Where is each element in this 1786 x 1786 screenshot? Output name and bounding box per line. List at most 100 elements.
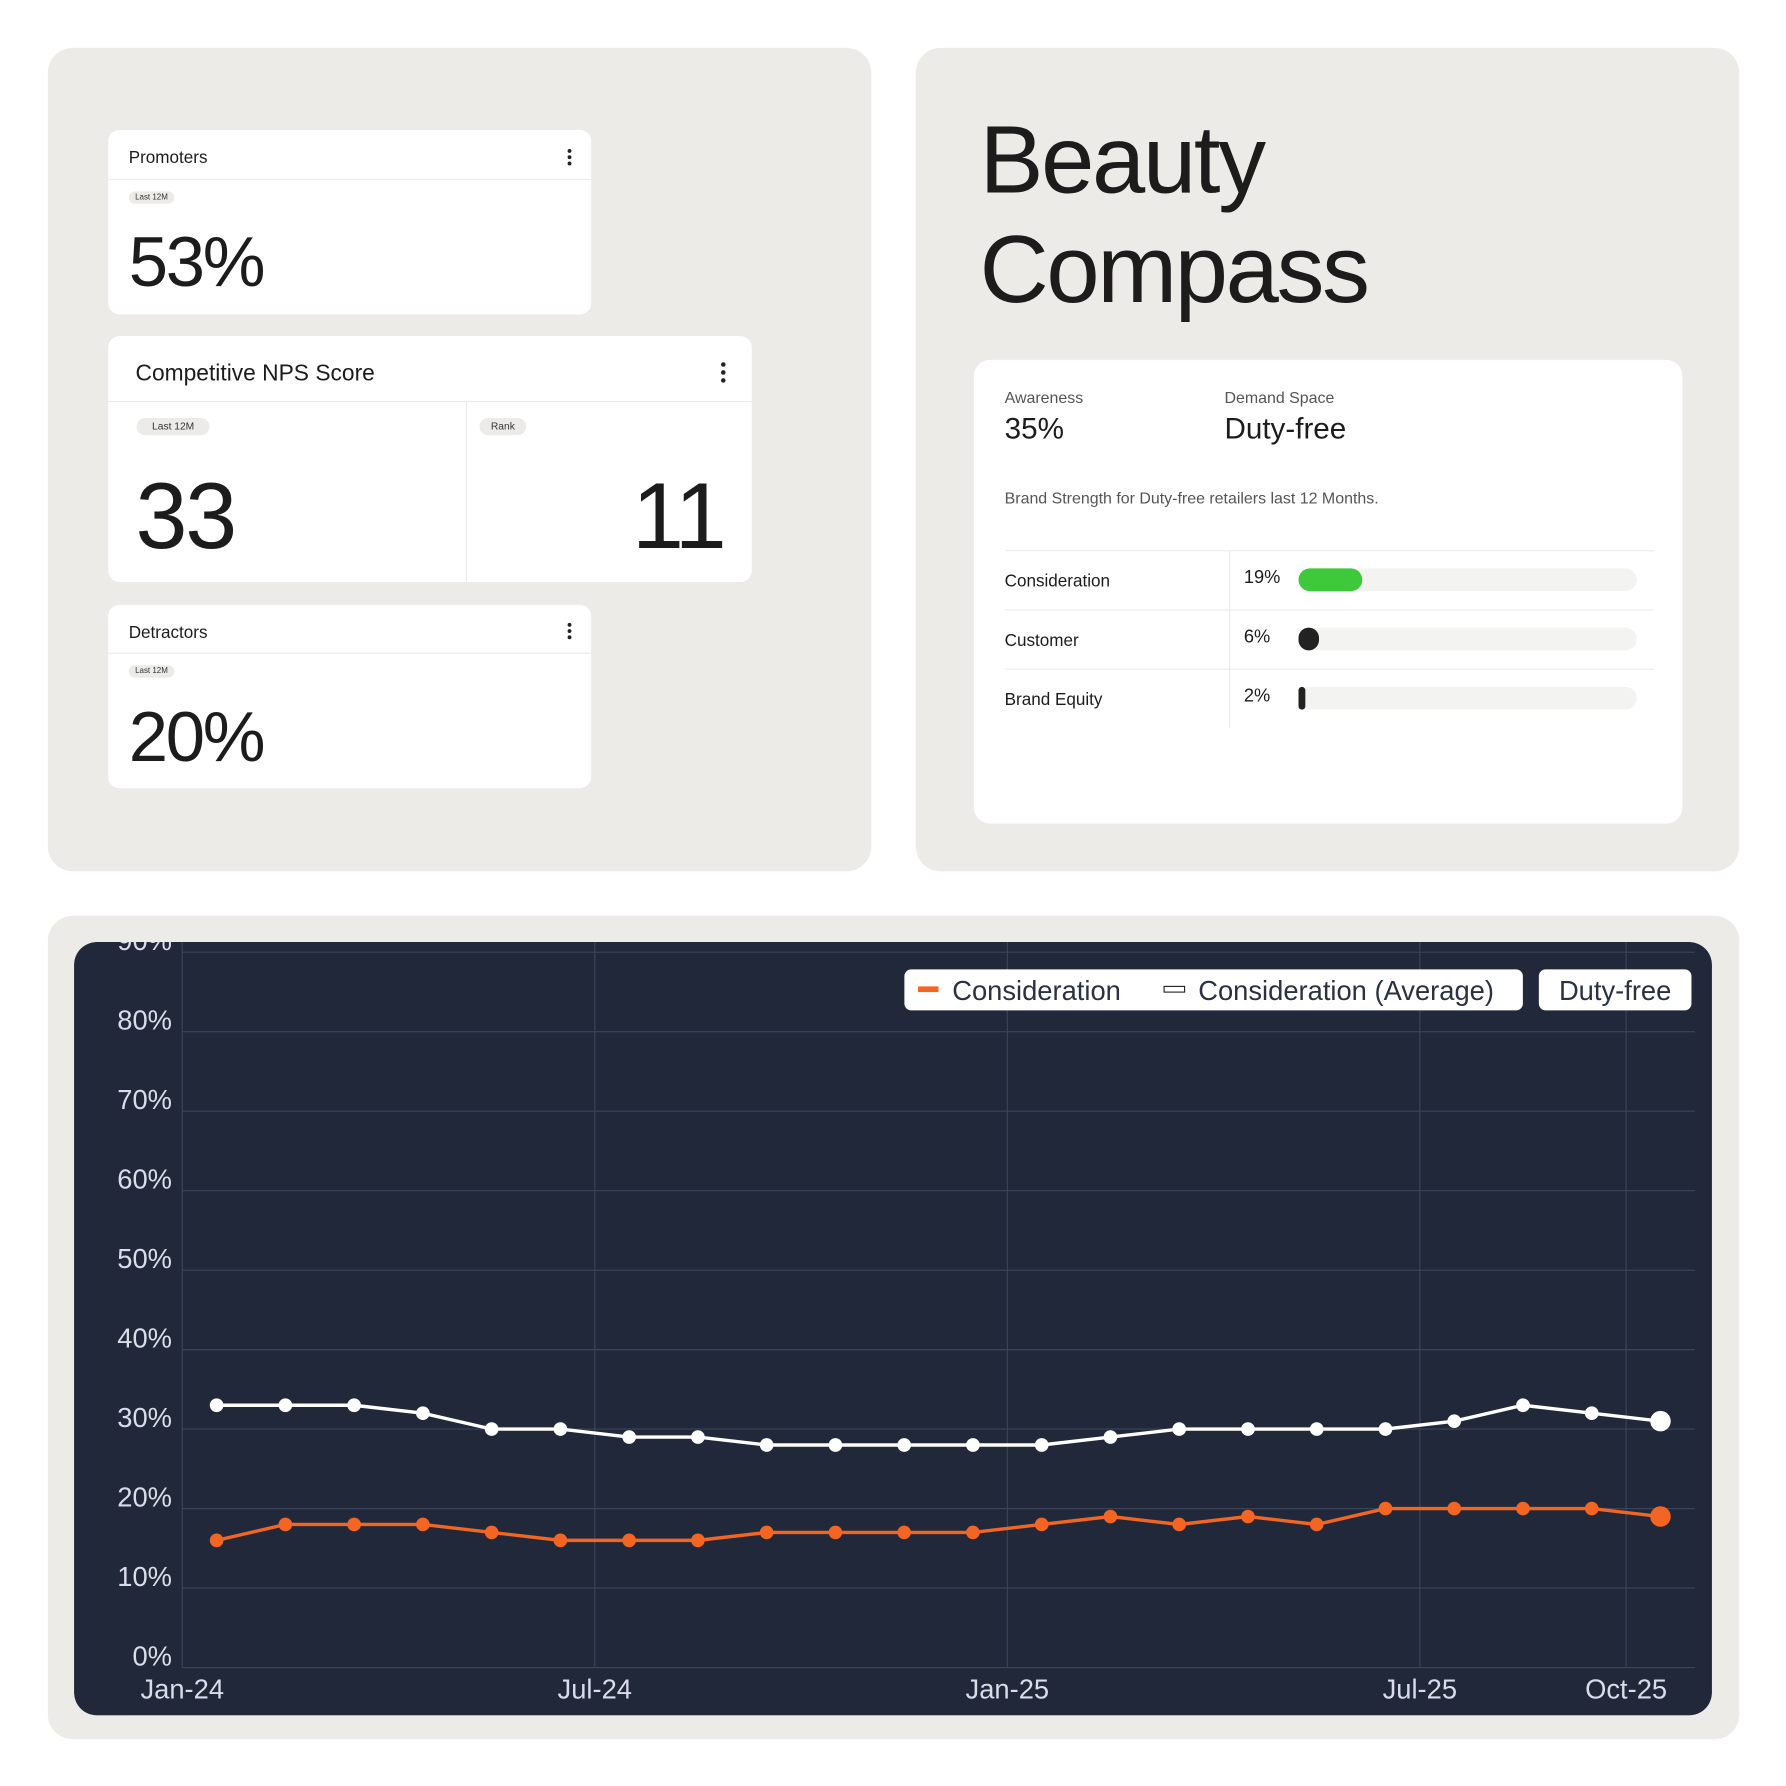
data-point — [347, 1398, 361, 1413]
data-point — [1447, 1414, 1462, 1428]
demand-value: Duty-free — [1224, 411, 1347, 446]
data-point — [1447, 1501, 1462, 1516]
x-tick-label: Jul-24 — [558, 1673, 632, 1704]
legend-label: Consideration — [952, 975, 1121, 1006]
data-point — [1650, 1410, 1671, 1432]
data-point — [828, 1438, 843, 1452]
data-point — [416, 1517, 430, 1532]
divider — [465, 402, 468, 583]
detractors-card: Detractors Last 12M 20% — [108, 604, 592, 789]
bar-track — [1298, 686, 1637, 710]
series-line — [216, 1506, 1661, 1543]
x-tick-label: Oct-25 — [1585, 1673, 1667, 1704]
data-point — [1309, 1517, 1324, 1532]
menu-button[interactable] — [564, 148, 575, 166]
row-value: 2% — [1243, 686, 1271, 707]
data-point — [966, 1525, 980, 1540]
x-tick-label: Jul-25 — [1383, 1673, 1457, 1704]
bar-track — [1298, 627, 1637, 651]
card-header — [108, 336, 752, 403]
legend-swatch — [918, 986, 939, 993]
data-point — [1378, 1422, 1393, 1436]
data-point — [484, 1422, 499, 1436]
y-tick-label: 70% — [117, 1084, 172, 1115]
data-point — [1103, 1430, 1118, 1444]
row-divider — [1004, 668, 1654, 670]
rank-value: 11 — [632, 464, 727, 569]
kpi-value: 53% — [128, 223, 266, 302]
y-tick-label: 90% — [117, 942, 172, 956]
row-label: Customer — [1004, 631, 1079, 651]
data-point — [278, 1398, 293, 1413]
period-badge: Last 12M — [128, 665, 175, 678]
card-title: Promoters — [128, 148, 208, 168]
data-point — [278, 1517, 293, 1532]
data-point — [897, 1438, 912, 1452]
data-point — [759, 1438, 774, 1452]
data-point — [759, 1525, 774, 1540]
data-point — [828, 1525, 843, 1540]
data-point — [1309, 1422, 1324, 1436]
promoters-card: Promoters Last 12M 53% — [108, 129, 592, 315]
nps-value: 33 — [135, 464, 238, 569]
filter-label: Duty-free — [1559, 975, 1671, 1006]
menu-button[interactable] — [718, 361, 729, 384]
legend-swatch — [1163, 985, 1186, 993]
data-point — [553, 1533, 568, 1548]
data-point — [622, 1533, 636, 1548]
data-point — [347, 1517, 361, 1532]
row-value: 6% — [1243, 627, 1271, 647]
y-tick-label: 60% — [117, 1163, 172, 1194]
column-divider — [1229, 550, 1231, 728]
period-badge: Last 12M — [136, 418, 210, 436]
brand-card: Awareness 35% Demand Space Duty-free Bra… — [973, 359, 1683, 824]
menu-button[interactable] — [564, 622, 575, 640]
y-tick-label: 10% — [117, 1561, 172, 1592]
data-point — [209, 1398, 224, 1413]
data-point — [1584, 1501, 1599, 1516]
y-tick-label: 20% — [117, 1481, 172, 1512]
data-point — [691, 1533, 705, 1548]
y-tick-label: 80% — [117, 1004, 172, 1035]
row-label: Consideration — [1004, 571, 1111, 592]
card-header — [108, 605, 592, 654]
data-point — [1650, 1506, 1671, 1527]
row-divider — [1004, 609, 1654, 611]
description: Brand Strength for Duty-free retailers l… — [1004, 488, 1379, 507]
data-point — [209, 1533, 224, 1548]
demand-label: Demand Space — [1224, 388, 1335, 407]
line-chart: 0% 10% 20% 30% 40% 50% 60% 70% 80% 90% Jan-24 Jul-2… — [74, 941, 1712, 1716]
data-point — [966, 1438, 980, 1452]
data-point — [1241, 1422, 1255, 1436]
awareness-label: Awareness — [1004, 388, 1084, 407]
card-header — [108, 130, 592, 180]
y-tick-label: 50% — [117, 1243, 172, 1274]
legend-box — [904, 969, 1523, 1011]
bar — [1298, 627, 1319, 651]
filter-badge[interactable] — [1538, 969, 1692, 1011]
data-point — [1172, 1517, 1187, 1532]
data-point — [416, 1406, 430, 1421]
row-value: 19% — [1243, 568, 1281, 588]
awareness-value: 35% — [1004, 411, 1064, 446]
kpi-value: 20% — [128, 698, 266, 777]
data-point — [1516, 1398, 1530, 1413]
row-divider — [1004, 550, 1654, 552]
period-badge: Last 12M — [128, 191, 175, 204]
data-point — [897, 1525, 912, 1540]
data-point — [484, 1525, 499, 1540]
data-point — [1584, 1406, 1599, 1421]
y-tick-label: 30% — [117, 1402, 172, 1433]
data-point — [1378, 1501, 1393, 1516]
x-tick-label: Jan-24 — [140, 1673, 224, 1704]
bar-track — [1298, 568, 1637, 592]
card-title: Detractors — [128, 623, 208, 643]
rank-badge: Rank — [479, 418, 527, 436]
data-point — [1034, 1517, 1049, 1532]
x-tick-label: Jan-25 — [966, 1673, 1050, 1704]
series-line — [216, 1403, 1661, 1447]
data-point — [1516, 1501, 1530, 1516]
legend-label: Consideration (Average) — [1198, 975, 1494, 1006]
y-tick-label: 40% — [117, 1322, 172, 1353]
data-point — [691, 1430, 705, 1444]
